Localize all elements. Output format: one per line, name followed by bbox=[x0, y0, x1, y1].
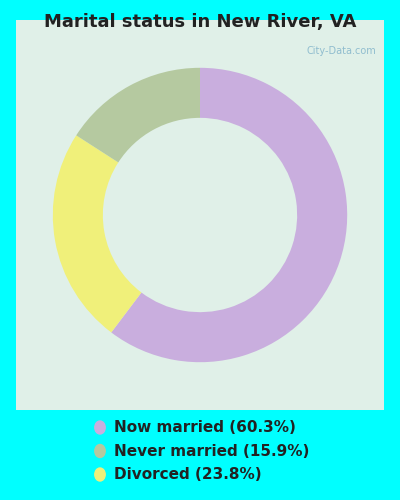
Wedge shape bbox=[76, 68, 200, 162]
Wedge shape bbox=[53, 136, 142, 332]
Wedge shape bbox=[111, 68, 347, 362]
Text: Marital status in New River, VA: Marital status in New River, VA bbox=[44, 12, 356, 30]
Circle shape bbox=[104, 120, 296, 310]
Text: City-Data.com: City-Data.com bbox=[307, 46, 377, 56]
Text: Divorced (23.8%): Divorced (23.8%) bbox=[114, 467, 262, 482]
Text: Now married (60.3%): Now married (60.3%) bbox=[114, 420, 296, 435]
Text: Never married (15.9%): Never married (15.9%) bbox=[114, 444, 309, 458]
